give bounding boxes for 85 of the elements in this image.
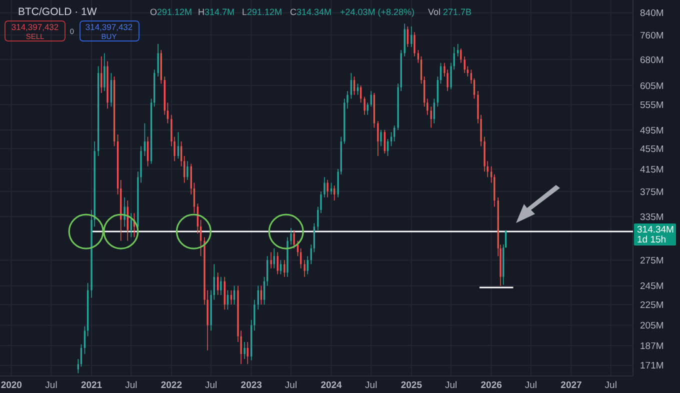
y-tick-label: 605M bbox=[640, 80, 664, 92]
candlestick bbox=[284, 260, 286, 278]
y-tick-label: 275M bbox=[640, 255, 664, 266]
x-tick-label: 2022 bbox=[160, 380, 182, 391]
candlestick bbox=[330, 182, 332, 195]
y-tick-label: 171M bbox=[640, 360, 664, 372]
candlestick bbox=[104, 52, 106, 92]
candlestick bbox=[384, 130, 386, 154]
candlestick bbox=[244, 342, 246, 360]
x-tick-label: Jul bbox=[444, 380, 458, 391]
candlestick bbox=[364, 96, 366, 116]
candlestick bbox=[157, 43, 159, 77]
candlestick bbox=[406, 26, 409, 48]
x-tick-label: 2020 bbox=[0, 380, 22, 391]
x-tick-label: Jul bbox=[284, 380, 298, 391]
y-tick-label: 840M bbox=[640, 8, 664, 20]
y-tick-label: 205M bbox=[640, 320, 664, 332]
candlestick bbox=[473, 78, 476, 100]
candlestick bbox=[100, 56, 102, 94]
candlestick bbox=[430, 106, 432, 128]
candlestick bbox=[414, 32, 416, 57]
candlestick bbox=[350, 72, 352, 100]
y-tick-label: 245M bbox=[640, 281, 664, 292]
candlestick bbox=[464, 56, 466, 74]
text: 1d 15h bbox=[637, 234, 666, 246]
x-tick-label: Jul bbox=[604, 380, 617, 391]
annotation: C314.34M bbox=[290, 7, 332, 17]
y-tick-label: 225M bbox=[640, 300, 664, 311]
candlestick bbox=[324, 176, 326, 198]
x-tick-label: 2024 bbox=[320, 380, 343, 391]
candlestick bbox=[84, 326, 86, 354]
y-tick-label: 760M bbox=[640, 30, 664, 42]
annotation: Vol 271.7B bbox=[428, 7, 472, 17]
candlestick bbox=[266, 256, 268, 286]
candlestick bbox=[177, 132, 180, 159]
candlestick bbox=[377, 120, 379, 156]
candlestick bbox=[334, 185, 336, 201]
candlestick bbox=[417, 50, 420, 64]
y-tick-label: 415M bbox=[640, 164, 664, 176]
candlestick bbox=[124, 197, 126, 227]
candlestick bbox=[166, 102, 169, 124]
y-tick-label: 375M bbox=[640, 186, 664, 198]
candlestick bbox=[280, 260, 282, 275]
x-tick-label: Jul bbox=[204, 380, 218, 391]
candlestick bbox=[410, 26, 412, 48]
y-tick-label: 335M bbox=[640, 212, 664, 223]
y-tick-label: 455M bbox=[640, 144, 664, 155]
annotation: 314,397,432 bbox=[11, 22, 59, 32]
y-tick-label: 680M bbox=[640, 54, 664, 66]
annotation: +24.03M (+8.28%) bbox=[340, 7, 415, 17]
x-tick-label: 2021 bbox=[80, 380, 103, 391]
annotation: O291.12M bbox=[150, 7, 192, 17]
candlestick bbox=[494, 174, 496, 208]
annotation: 314,397,432 bbox=[85, 22, 133, 32]
candlestick bbox=[186, 160, 188, 180]
x-tick-label: 2025 bbox=[400, 380, 423, 391]
candlestick bbox=[293, 230, 295, 249]
x-tick-label: Jul bbox=[365, 380, 378, 391]
candlestick bbox=[270, 252, 272, 269]
candlestick bbox=[440, 62, 442, 84]
candlestick bbox=[380, 130, 382, 147]
y-tick-label: 495M bbox=[640, 125, 664, 136]
annotation: L291.12M bbox=[242, 7, 282, 17]
y-tick-label: 555M bbox=[640, 100, 664, 111]
candlestick bbox=[200, 219, 202, 257]
text: 314.34M bbox=[637, 224, 674, 236]
x-tick-label: 2026 bbox=[480, 380, 502, 391]
candlestick bbox=[313, 222, 316, 253]
x-tick-label: Jul bbox=[524, 380, 538, 391]
x-tick-label: Jul bbox=[125, 380, 138, 391]
candlestick bbox=[306, 256, 308, 275]
candlestick bbox=[290, 228, 292, 245]
y-tick-label: 187M bbox=[640, 340, 664, 352]
x-tick-label: 2027 bbox=[560, 380, 582, 391]
text: BTC/GOLD · 1W bbox=[18, 6, 97, 18]
candlestick bbox=[326, 180, 328, 198]
candlestick bbox=[276, 252, 278, 275]
candlestick bbox=[466, 66, 469, 77]
candlestick bbox=[220, 276, 222, 296]
x-tick-label: Jul bbox=[45, 380, 58, 391]
candlestick bbox=[77, 358, 80, 374]
candlestick bbox=[304, 260, 306, 278]
annotation: H314.7M bbox=[198, 7, 235, 17]
x-tick-label: 2023 bbox=[240, 380, 262, 391]
candlestick bbox=[393, 125, 396, 142]
